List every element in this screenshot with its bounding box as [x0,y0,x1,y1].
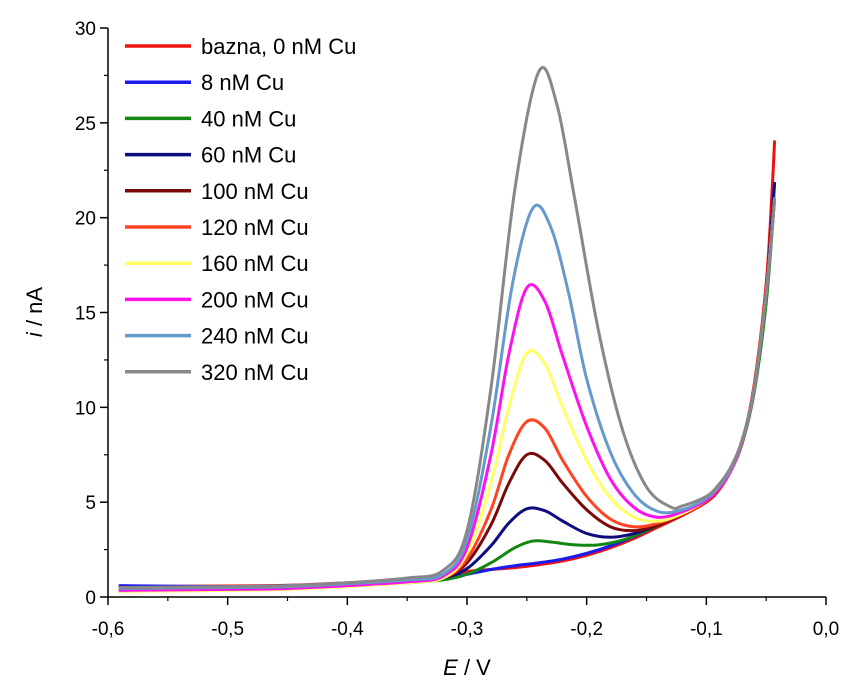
legend-label: 160 nM Cu [201,251,309,276]
legend-label: 320 nM Cu [201,360,309,385]
x-tick-label: -0,3 [451,619,484,640]
y-tick-label: 5 [85,493,96,514]
x-tick-label: -0,2 [570,619,603,640]
x-axis-title: E / V [443,655,491,680]
y-tick-label: 10 [75,398,96,419]
legend: bazna, 0 nM Cu 8 nM Cu 40 nM Cu 60 nM Cu 100… [125,34,356,385]
y-axis-title: i / nA [22,287,47,337]
legend-label: 8 nM Cu [201,70,284,95]
x-tick-label: -0,5 [211,619,244,640]
legend-label: 100 nM Cu [201,179,309,204]
series-line-2 [118,182,777,589]
legend-label: 240 nM Cu [201,324,309,349]
y-tick-label: 25 [75,114,96,135]
x-tick-label: -0,4 [331,619,364,640]
x-tick-label: -0,6 [92,619,125,640]
x-tick-label: 0,0 [813,619,839,640]
legend-label: bazna, 0 nM Cu [201,34,356,59]
x-ticks: -0,6 -0,5 -0,4 -0,3 -0,2 -0,1 0,0 [92,597,839,640]
legend-label: 200 nM Cu [201,287,309,312]
y-ticks: 0 5 10 15 20 25 30 [75,19,108,609]
series-line-4 [118,182,777,590]
legend-label: 60 nM Cu [201,143,296,168]
legend-label: 40 nM Cu [201,106,296,131]
x-tick-label: -0,1 [690,619,723,640]
legend-label: 120 nM Cu [201,215,309,240]
series-line-10 [118,66,777,590]
y-tick-label: 15 [75,304,96,325]
y-tick-label: 30 [75,19,96,40]
y-tick-label: 0 [85,588,96,609]
y-tick-label: 20 [75,209,96,230]
plot-lines [118,66,777,593]
